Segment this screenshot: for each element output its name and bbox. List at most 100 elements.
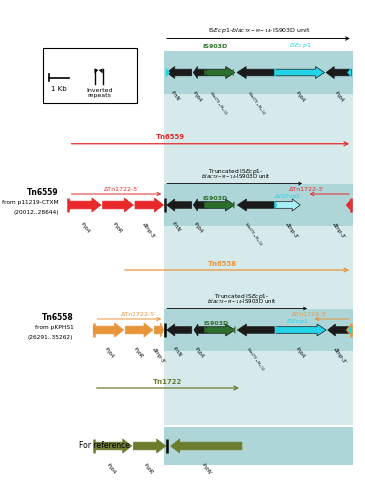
Polygon shape: [69, 200, 74, 210]
Polygon shape: [346, 200, 350, 210]
Polygon shape: [347, 68, 351, 78]
Text: Δtnp-5′: Δtnp-5′: [151, 346, 166, 364]
Polygon shape: [167, 324, 192, 336]
Polygon shape: [328, 324, 351, 336]
Text: IS903D: IS903D: [203, 321, 228, 326]
Text: Truncated IS$Ecp1$-: Truncated IS$Ecp1$-: [208, 167, 263, 176]
Polygon shape: [204, 326, 208, 334]
Polygon shape: [95, 323, 124, 337]
Polygon shape: [237, 66, 274, 78]
Text: from pKPHS1: from pKPHS1: [35, 325, 73, 330]
Text: Tn6558: Tn6558: [42, 313, 73, 322]
Text: ΔTn1722-3′: ΔTn1722-3′: [289, 187, 324, 192]
Polygon shape: [164, 351, 353, 425]
Polygon shape: [193, 199, 206, 211]
Text: tnpA: tnpA: [104, 346, 115, 359]
Text: tnpA: tnpA: [193, 346, 204, 359]
Bar: [164, 52, 353, 94]
Text: ΔTn1722-5′: ΔTn1722-5′: [104, 187, 140, 192]
Text: Tn1722: Tn1722: [153, 378, 182, 384]
Polygon shape: [154, 323, 164, 337]
Polygon shape: [231, 201, 234, 209]
Text: tnpR: tnpR: [112, 221, 123, 234]
Text: IS$Ecp1$: IS$Ecp1$: [289, 40, 311, 50]
Text: tnpA: tnpA: [295, 90, 306, 103]
Text: tnpR: tnpR: [132, 346, 144, 359]
Text: tnpA: tnpA: [79, 221, 91, 234]
Text: tnpA: tnpA: [295, 346, 306, 359]
Polygon shape: [276, 66, 324, 78]
Polygon shape: [103, 198, 133, 212]
Polygon shape: [206, 324, 235, 336]
Polygon shape: [133, 439, 166, 453]
Polygon shape: [230, 68, 234, 76]
Polygon shape: [346, 324, 350, 336]
Polygon shape: [135, 198, 164, 212]
Text: bla$_{CTX-M-14}$: bla$_{CTX-M-14}$: [245, 90, 268, 118]
Text: Tn6559: Tn6559: [156, 134, 185, 140]
Polygon shape: [164, 226, 353, 308]
Text: tnpA: tnpA: [192, 221, 203, 234]
Polygon shape: [167, 199, 192, 211]
Polygon shape: [204, 201, 208, 209]
Text: tnpN: tnpN: [201, 462, 212, 475]
Polygon shape: [232, 326, 235, 334]
Polygon shape: [326, 66, 351, 78]
Bar: [164, 184, 353, 226]
Text: bla$_{CTX-M-14}$: bla$_{CTX-M-14}$: [242, 221, 265, 249]
Text: Δtnp-5′: Δtnp-5′: [142, 221, 156, 240]
Text: IS903D: IS903D: [203, 44, 228, 50]
Text: ΔIS$Ecp1$: ΔIS$Ecp1$: [274, 192, 301, 201]
Text: IS$Ecp1$: IS$Ecp1$: [286, 317, 308, 326]
Text: from p11219-CTXM: from p11219-CTXM: [2, 200, 59, 205]
Text: trnN: trnN: [171, 221, 182, 233]
Text: tnpA: tnpA: [334, 90, 345, 103]
Text: bla$_{CTX-M-14}$: bla$_{CTX-M-14}$: [243, 346, 266, 374]
Polygon shape: [206, 66, 235, 78]
Polygon shape: [193, 66, 206, 78]
Polygon shape: [125, 323, 153, 337]
Text: Tn6559: Tn6559: [27, 188, 59, 197]
Polygon shape: [204, 68, 208, 76]
Bar: [164, 427, 353, 465]
Text: Inverted: Inverted: [86, 88, 113, 92]
Text: ΔTn1722-3′: ΔTn1722-3′: [292, 312, 328, 317]
Text: Truncated IS$Ecp1$-: Truncated IS$Ecp1$-: [214, 292, 270, 301]
FancyBboxPatch shape: [43, 48, 137, 102]
Polygon shape: [275, 325, 279, 335]
Polygon shape: [237, 199, 274, 211]
Text: bla$_{CTX-M-14}$: bla$_{CTX-M-14}$: [207, 90, 230, 118]
Text: $bla_{CTX-M-14}$-IS903D unit: $bla_{CTX-M-14}$-IS903D unit: [200, 172, 270, 181]
Bar: [164, 308, 353, 351]
Text: repeats: repeats: [88, 94, 111, 98]
Polygon shape: [205, 199, 234, 211]
Text: IS903D: IS903D: [203, 196, 228, 201]
Text: IS$Ecp1$-$bla$$_{CTX-M-14}$-IS903D unit: IS$Ecp1$-$bla$$_{CTX-M-14}$-IS903D unit: [208, 26, 311, 35]
Polygon shape: [237, 324, 274, 336]
Polygon shape: [166, 68, 170, 78]
Text: Δtnp-3′: Δtnp-3′: [332, 346, 347, 364]
Polygon shape: [171, 439, 242, 453]
Polygon shape: [95, 68, 99, 73]
Text: For reference: For reference: [79, 68, 130, 77]
Polygon shape: [276, 324, 326, 336]
Polygon shape: [194, 324, 206, 336]
Polygon shape: [348, 325, 352, 335]
Polygon shape: [99, 68, 103, 73]
Polygon shape: [69, 198, 101, 212]
Text: tnpA: tnpA: [192, 90, 203, 103]
Text: Tn6558: Tn6558: [208, 260, 237, 266]
Text: $bla_{CTX-M-14}$-IS903D unit: $bla_{CTX-M-14}$-IS903D unit: [207, 297, 277, 306]
Polygon shape: [164, 94, 353, 184]
Text: Δtnp-3′: Δtnp-3′: [332, 221, 346, 240]
Polygon shape: [274, 68, 278, 78]
Text: trnN: trnN: [172, 346, 182, 358]
Polygon shape: [275, 199, 300, 211]
Polygon shape: [95, 439, 132, 453]
Text: tnpA: tnpA: [106, 462, 117, 475]
Polygon shape: [167, 66, 192, 78]
Text: Δtnp-3′: Δtnp-3′: [285, 221, 300, 240]
Text: tnpR: tnpR: [143, 462, 154, 475]
Text: ΔTn1722-5′: ΔTn1722-5′: [120, 312, 156, 317]
Text: (26291..35262): (26291..35262): [28, 335, 73, 340]
